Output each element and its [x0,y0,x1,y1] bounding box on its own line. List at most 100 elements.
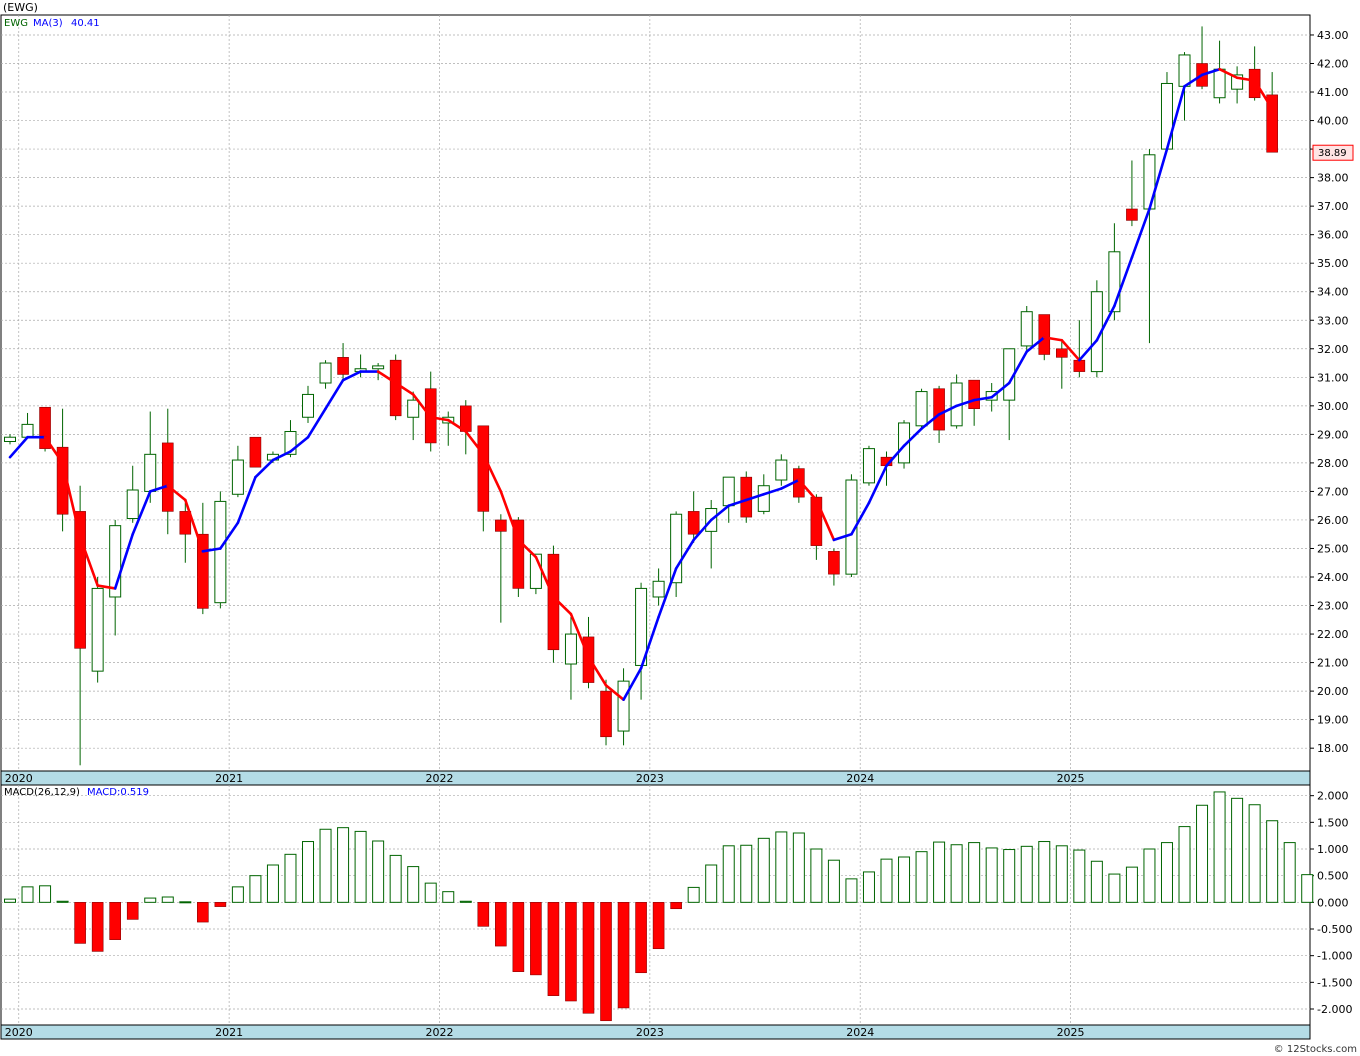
macd-y-axis: 2.000 1.500 1.000 0.500 0.000 -0.500 -1.000 -1.… [1310,790,1352,1016]
ma3-segment [1148,147,1169,211]
macd-bar-positive [1090,860,1103,903]
candle-body-up [407,399,420,418]
ma3-segment [709,504,731,522]
macd-bar-positive [862,871,875,903]
macd-bar-positive [880,858,893,903]
ma3-segment [131,490,152,536]
ma3-segment [184,498,205,553]
ma3-segment [113,532,135,590]
candle [915,388,928,429]
price-y-tick-label: 22.00 [1317,628,1349,641]
ma3-segment [1078,338,1099,362]
candle-body-up [21,423,34,438]
macd-bar-positive [319,828,332,903]
candle [1108,223,1121,321]
candle-body-down [337,357,349,375]
macd-bar-positive [775,831,788,903]
ma3-segment [885,444,906,468]
candle [564,616,577,700]
macd-y-tick-label: -1.500 [1317,976,1352,989]
macd-bar-negative [109,902,121,940]
candle-body-up [1108,251,1121,313]
candle-body-down [1073,359,1086,372]
price-y-tick-label: 25.00 [1317,542,1349,555]
ma3-segment [289,435,310,453]
macd-bar-positive [249,875,262,903]
candle [652,568,665,606]
candle [670,511,683,597]
ma3-segment [1130,207,1151,259]
macd-bar-negative [582,902,595,1014]
candle-body-up [1143,154,1156,210]
ma3-segment [639,615,660,670]
macd-bar-positive [1301,874,1314,903]
ma3-segment [990,381,1011,399]
candle [1231,66,1244,104]
ma3-segment [254,458,275,479]
candle [161,408,174,535]
macd-bar-positive [284,853,297,903]
macd-year-label: 2024 [846,1026,874,1039]
ma3-segment [955,398,976,408]
candle-body-up [915,391,928,427]
ma3-segment [552,595,573,616]
macd-year-label: 2025 [1057,1026,1085,1039]
macd-bar-positive [740,844,753,903]
candle-body-up [670,513,683,584]
macd-bar-positive [1143,848,1156,903]
candle-body-down [1056,348,1068,358]
macd-bar-positive [337,827,350,903]
candle-body-up [126,489,139,520]
macd-bar-positive [705,864,718,903]
price-x-axis-band: 2020 2021 2022 2023 2024 2025 [0,770,1311,786]
legend-ma-value: 40.41 [71,18,100,29]
ma3-segment [744,492,766,502]
candle [740,471,753,523]
macd-y-tick-label: 1.500 [1317,816,1349,829]
ma3-segment [236,475,257,525]
ma3-segment [446,418,468,433]
ma3-segment [394,381,415,396]
candle [249,436,262,468]
candle [617,668,630,746]
candle-body-down [389,359,402,417]
last-price-tag-box [1312,144,1354,161]
price-year-label: 2024 [846,772,874,785]
macd-bar-positive [757,837,770,903]
candle [810,494,823,560]
ma3-segment [762,487,783,496]
price-y-tick-label: 32.00 [1317,343,1349,356]
macd-bar-positive [827,859,840,903]
candle [845,474,858,578]
ma3-segment [324,378,345,410]
price-y-tick-label: 31.00 [1317,371,1349,384]
macd-bar-negative [197,902,209,923]
macd-bar-positive [389,854,402,903]
macd-bar-positive [372,840,385,903]
candle [1248,46,1261,101]
price-y-tick-label: 34.00 [1317,286,1349,299]
macd-year-label: 2023 [636,1026,664,1039]
candle-body-down [249,436,262,468]
candle [126,465,139,523]
price-y-tick-label: 27.00 [1317,485,1349,498]
candle [1266,72,1278,153]
ma3-segment [920,413,941,430]
macd-bar-negative [74,902,86,944]
candle-body-up [722,476,735,507]
candle-body-up [1178,54,1191,87]
macd-bar-negative [670,902,682,910]
macd-bar-positive [985,847,998,903]
ma3-segment [429,415,450,422]
macd-bar-positive [1266,820,1279,903]
candle-body-down [582,636,595,683]
macd-bar-positive [845,878,858,903]
candle-body-down [477,425,490,512]
macd-bar-positive [1073,849,1086,903]
candle [56,408,69,532]
candle-body-up [1213,68,1226,99]
macd-bar-positive [1231,797,1244,903]
candle [179,502,192,563]
price-y-tick-label: 33.00 [1317,314,1349,327]
